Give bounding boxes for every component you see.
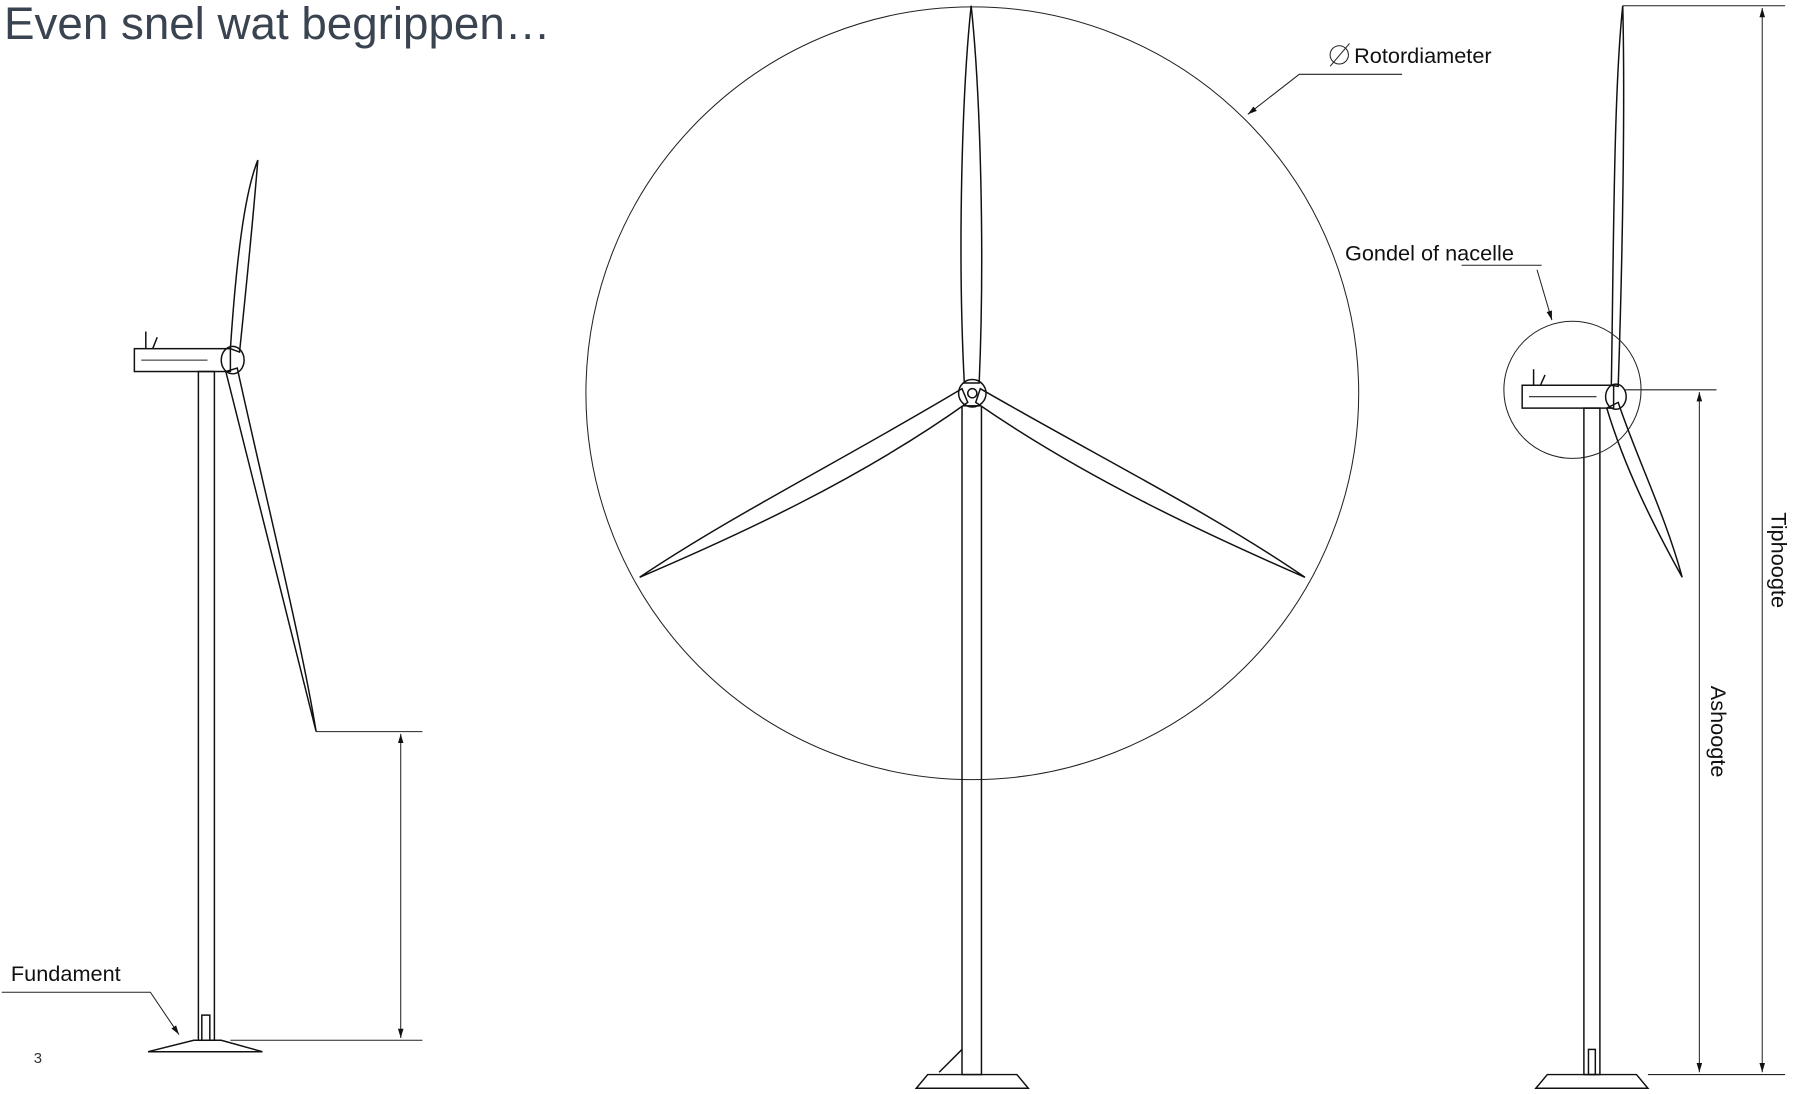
page-number: 3 — [34, 1051, 42, 1067]
label-hub-height: Ashoogte — [1706, 686, 1731, 778]
label-rotor-diameter: Rotordiameter — [1354, 43, 1492, 68]
turbine-side-left — [133, 159, 423, 1053]
slide-title: Even snel wat begrippen… — [4, 0, 550, 49]
turbine-front — [585, 5, 1360, 1090]
label-foundation: Fundament — [11, 961, 121, 986]
label-nacelle: Gondel of nacelle — [1345, 241, 1514, 266]
turbine-side-right — [1503, 5, 1786, 1090]
label-tip-height: Tiphoogte — [1766, 512, 1791, 608]
